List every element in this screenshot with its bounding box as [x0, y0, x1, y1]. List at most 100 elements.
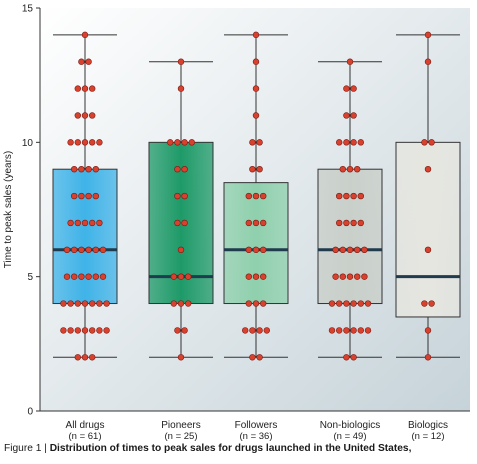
- data-point-all-drugs: [96, 139, 103, 146]
- data-point-followers: [249, 354, 256, 361]
- data-point-non-biologics: [357, 139, 364, 146]
- data-point-non-biologics: [343, 192, 350, 200]
- data-point-pioneers: [174, 139, 181, 146]
- data-point-all-drugs: [92, 246, 100, 254]
- x-category-label: Non-biologics: [320, 420, 381, 431]
- data-point-pioneers: [177, 58, 185, 65]
- data-point-non-biologics: [343, 112, 350, 119]
- data-point-pioneers: [181, 166, 188, 173]
- data-point-biologics: [424, 327, 432, 334]
- data-point-all-drugs: [85, 273, 92, 280]
- data-point-biologics: [424, 58, 432, 65]
- data-point-all-drugs: [78, 273, 85, 280]
- data-point-pioneers: [188, 139, 196, 146]
- data-point-all-drugs: [85, 246, 92, 254]
- data-point-followers: [252, 85, 260, 92]
- data-point-all-drugs: [92, 192, 100, 200]
- x-category-n-label: (n = 12): [411, 431, 444, 442]
- data-point-non-biologics: [346, 273, 354, 280]
- caption-text: Distribution of times to peak sales for …: [49, 443, 412, 454]
- data-point-non-biologics: [343, 327, 350, 334]
- data-point-pioneers: [177, 85, 185, 92]
- x-category-n-label: (n = 61): [68, 431, 101, 442]
- data-point-non-biologics: [336, 327, 343, 334]
- data-point-non-biologics: [364, 327, 372, 334]
- data-point-non-biologics: [350, 85, 357, 92]
- figure-caption: Figure 1 | Distribution of times to peak…: [4, 443, 474, 454]
- data-point-all-drugs: [63, 246, 71, 254]
- data-point-followers: [242, 327, 249, 334]
- data-point-non-biologics: [328, 327, 336, 334]
- data-point-followers: [252, 31, 260, 39]
- data-point-all-drugs: [67, 139, 74, 146]
- data-point-non-biologics: [343, 300, 350, 307]
- data-point-biologics: [424, 31, 432, 39]
- data-point-all-drugs: [92, 273, 100, 280]
- data-point-all-drugs: [78, 246, 85, 254]
- data-point-non-biologics: [336, 192, 343, 200]
- data-point-non-biologics: [343, 85, 350, 92]
- data-point-pioneers: [167, 139, 174, 146]
- data-point-all-drugs: [85, 166, 92, 173]
- data-point-non-biologics: [364, 300, 372, 307]
- box-followers: [223, 182, 289, 305]
- box-all-drugs: [52, 168, 118, 305]
- data-point-pioneers: [181, 139, 188, 146]
- data-point-followers: [260, 192, 267, 200]
- data-point-non-biologics: [343, 219, 350, 227]
- data-point-all-drugs: [81, 300, 89, 307]
- data-point-all-drugs: [70, 166, 78, 173]
- data-point-non-biologics: [350, 192, 357, 200]
- data-point-pioneers: [177, 246, 185, 254]
- data-point-non-biologics: [354, 246, 361, 254]
- data-point-followers: [260, 246, 267, 254]
- data-point-non-biologics: [346, 246, 354, 254]
- y-tick-label: 0: [27, 407, 33, 418]
- data-point-biologics: [421, 139, 428, 146]
- data-point-followers: [252, 300, 260, 307]
- data-point-all-drugs: [81, 354, 89, 361]
- data-point-non-biologics: [350, 139, 357, 146]
- data-point-non-biologics: [354, 166, 361, 173]
- data-point-followers: [252, 273, 260, 280]
- data-point-all-drugs: [60, 327, 67, 334]
- x-category-label: Biologics: [408, 420, 448, 431]
- data-point-followers: [260, 300, 267, 307]
- data-point-all-drugs: [85, 58, 92, 65]
- data-point-pioneers: [170, 300, 178, 307]
- data-point-non-biologics: [357, 219, 364, 227]
- data-point-followers: [260, 219, 267, 227]
- data-point-non-biologics: [350, 300, 357, 307]
- data-point-non-biologics: [332, 273, 339, 280]
- data-point-all-drugs: [63, 273, 71, 280]
- data-point-all-drugs: [103, 300, 110, 307]
- data-point-followers: [249, 327, 256, 334]
- data-point-non-biologics: [339, 166, 346, 173]
- data-point-biologics: [424, 354, 432, 361]
- data-point-followers: [256, 354, 263, 361]
- x-category-n-label: (n = 36): [239, 431, 272, 442]
- data-point-non-biologics: [343, 139, 350, 146]
- data-point-all-drugs: [78, 166, 85, 173]
- data-point-non-biologics: [339, 273, 346, 280]
- data-point-all-drugs: [88, 112, 96, 119]
- data-point-pioneers: [185, 273, 192, 280]
- data-point-pioneers: [174, 166, 181, 173]
- data-point-non-biologics: [354, 273, 361, 280]
- data-point-non-biologics: [361, 273, 368, 280]
- data-point-followers: [256, 327, 263, 334]
- data-point-followers: [245, 300, 253, 307]
- data-point-followers: [252, 192, 260, 200]
- data-point-non-biologics: [357, 192, 364, 200]
- x-category-label: Followers: [235, 420, 278, 431]
- data-point-biologics: [421, 300, 428, 307]
- data-point-all-drugs: [74, 354, 82, 361]
- data-point-non-biologics: [332, 246, 339, 254]
- y-tick-label: 15: [22, 4, 34, 15]
- data-point-all-drugs: [81, 327, 89, 334]
- data-point-non-biologics: [357, 327, 364, 334]
- data-point-all-drugs: [67, 300, 74, 307]
- data-point-non-biologics: [357, 300, 364, 307]
- data-point-pioneers: [174, 192, 181, 200]
- x-category-n-label: (n = 49): [333, 431, 366, 442]
